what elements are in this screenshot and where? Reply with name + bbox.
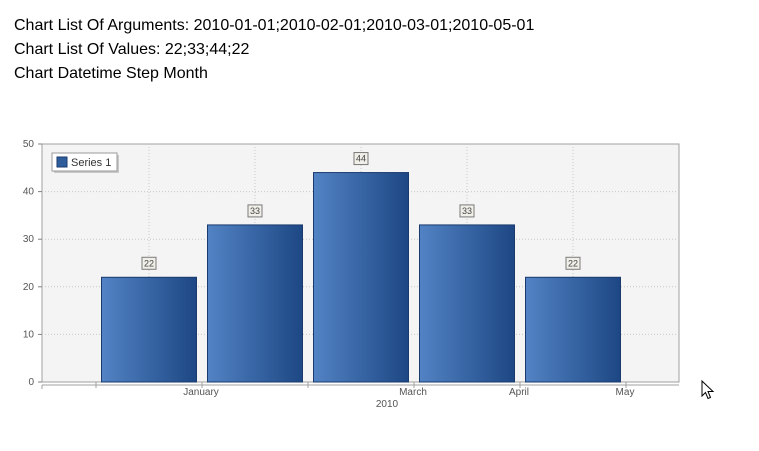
y-tick-label: 50 <box>23 139 35 150</box>
y-tick-label: 20 <box>23 282 35 293</box>
mouse-pointer-icon <box>701 380 715 400</box>
chart-arguments-text: Chart List Of Arguments: 2010-01-01;2010… <box>14 17 535 34</box>
data-label: 33 <box>250 206 260 216</box>
x-tick-label: May <box>616 387 635 398</box>
x-tick-label: March <box>399 387 427 398</box>
y-tick-label: 10 <box>23 329 35 340</box>
x-group-label: 2010 <box>376 399 399 410</box>
bar-april <box>419 224 515 383</box>
data-label-box <box>459 204 475 218</box>
bar-january <box>101 276 197 383</box>
y-tick-label: 40 <box>23 187 35 198</box>
chart-values-text: Chart List Of Values: 22;33;44;22 <box>14 41 250 58</box>
data-label-box <box>353 152 369 166</box>
legend-box <box>51 152 118 172</box>
legend-label: Series 1 <box>71 157 111 169</box>
chart-datetime-step-text: Chart Datetime Step Month <box>14 65 208 82</box>
x-tick-label: April <box>509 387 529 398</box>
data-label: 22 <box>144 258 154 268</box>
data-label: 44 <box>356 154 366 164</box>
data-label: 33 <box>462 206 472 216</box>
y-tick-label: 30 <box>23 234 35 245</box>
x-tick-label: January <box>183 387 219 398</box>
bar-february <box>207 224 303 383</box>
data-label: 22 <box>568 258 578 268</box>
y-tick-label: 0 <box>28 377 34 388</box>
data-label-box <box>141 256 157 270</box>
bar-march <box>313 172 409 383</box>
data-label-box <box>565 256 581 270</box>
data-label-box <box>247 204 263 218</box>
legend: Series 1 <box>51 152 119 173</box>
bar-may <box>525 276 621 383</box>
legend-swatch <box>56 156 68 168</box>
